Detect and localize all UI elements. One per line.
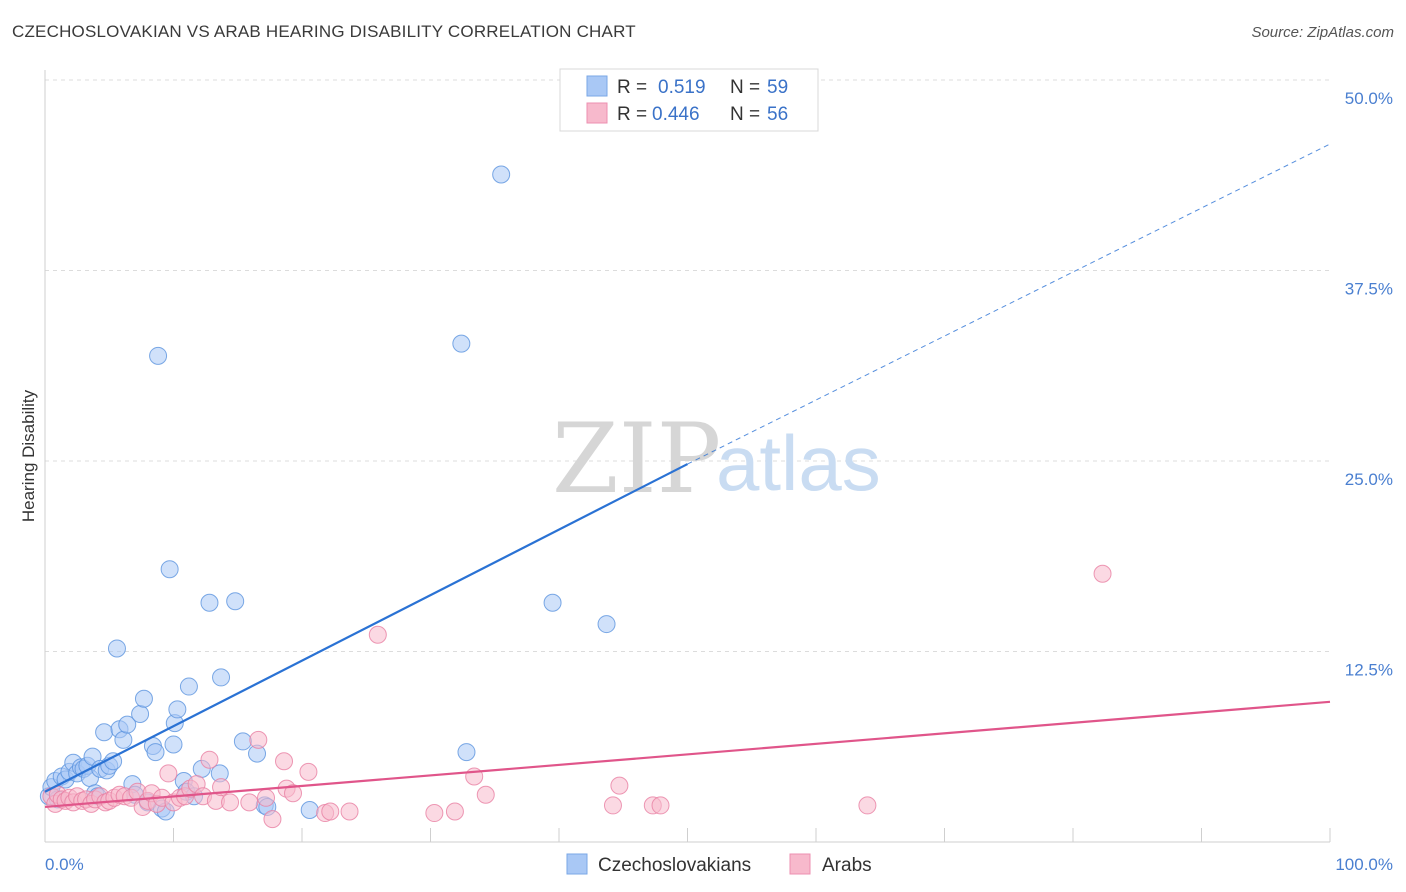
legend-n-value-1: 59 xyxy=(767,77,788,98)
arab-point xyxy=(240,793,259,812)
axes xyxy=(44,70,1331,843)
arab-point xyxy=(603,796,622,815)
legend-r-value-2: 0.446 xyxy=(652,104,700,125)
czechoslovakian-point xyxy=(200,593,219,612)
arab-point xyxy=(476,785,495,804)
x-tick-labels: 0.0% 100.0% xyxy=(45,855,1393,874)
arab-point xyxy=(610,776,629,795)
arab-point xyxy=(368,625,387,644)
arab-point xyxy=(200,750,219,769)
czechoslovakian-point xyxy=(95,723,114,742)
y-axis-label: Hearing Disability xyxy=(19,389,38,522)
watermark-atlas: atlas xyxy=(716,419,881,507)
arab-point xyxy=(321,802,340,821)
trend-lines xyxy=(44,143,1331,809)
source-label: Source: ZipAtlas.com xyxy=(1251,24,1394,41)
arab-point xyxy=(445,802,464,821)
czechoslovakian-trend-extension xyxy=(687,143,1331,465)
watermark: ZIP atlas xyxy=(552,403,881,515)
y-tick-label: 37.5% xyxy=(1345,280,1393,299)
arab-point xyxy=(263,810,282,829)
legend-swatch-czechoslovakians xyxy=(586,75,608,97)
x-tick-label: 100.0% xyxy=(1335,855,1393,874)
arab-point xyxy=(299,762,318,781)
arab-point xyxy=(221,793,240,812)
bottom-legend-swatch-arabs xyxy=(789,853,811,875)
czechoslovakian-point xyxy=(212,668,231,687)
y-tick-labels: 12.5% 25.0% 37.5% 50.0% xyxy=(1345,89,1393,680)
arab-point xyxy=(1093,564,1112,583)
series-legend: Czechoslovakians Arabs xyxy=(566,853,872,876)
czechoslovakian-point xyxy=(160,560,179,579)
czechoslovakian-point xyxy=(543,593,562,612)
czechoslovakian-point xyxy=(146,743,165,762)
czechoslovakian-point xyxy=(168,700,187,719)
czechoslovakian-point xyxy=(118,715,137,734)
bottom-legend-label-czechoslovakians: Czechoslovakians xyxy=(598,855,751,876)
czechoslovakian-point xyxy=(457,743,476,762)
legend-r-label-2: R = xyxy=(617,104,647,125)
legend-swatch-arabs xyxy=(586,102,608,124)
arab-point xyxy=(249,730,268,749)
arab-point xyxy=(858,796,877,815)
legend-r-value-1: 0.519 xyxy=(658,77,706,98)
x-tick-label: 0.0% xyxy=(45,855,84,874)
czechoslovakian-point xyxy=(114,730,133,749)
correlation-legend: R = 0.519 N = 59 R = 0.446 N = 56 xyxy=(559,68,819,132)
bottom-legend-label-arabs: Arabs xyxy=(822,855,872,876)
y-tick-label: 25.0% xyxy=(1345,470,1393,489)
legend-r-label-1: R = xyxy=(617,77,647,98)
arab-point xyxy=(257,788,276,807)
czechoslovakian-point xyxy=(164,735,183,754)
legend-n-value-2: 56 xyxy=(767,104,788,125)
grid-lines xyxy=(45,79,1330,652)
czechoslovakian-point xyxy=(131,704,150,723)
bottom-legend-swatch-czechoslovakians xyxy=(566,853,588,875)
arab-point xyxy=(159,764,178,783)
arab-point xyxy=(651,796,670,815)
czechoslovakian-point xyxy=(149,346,168,365)
watermark-zip: ZIP xyxy=(552,403,721,515)
y-tick-label: 12.5% xyxy=(1345,661,1393,680)
arab-trend-line xyxy=(44,700,1331,809)
czechoslovakian-trend-line xyxy=(44,463,688,793)
y-tick-label: 50.0% xyxy=(1345,89,1393,108)
chart-title: CZECHOSLOVAKIAN VS ARAB HEARING DISABILI… xyxy=(12,22,636,41)
czechoslovakian-point xyxy=(107,639,126,658)
czechoslovakian-point xyxy=(226,592,245,611)
czechoslovakian-point xyxy=(179,677,198,696)
arab-point xyxy=(425,804,444,823)
czechoslovakian-point xyxy=(300,800,319,819)
arab-point xyxy=(275,752,294,771)
czechoslovakian-point xyxy=(597,615,616,634)
arab-point xyxy=(340,802,359,821)
czechoslovakian-point xyxy=(452,334,471,353)
arab-point xyxy=(284,784,303,803)
legend-n-label-1: N = xyxy=(730,77,760,98)
czechoslovakian-point xyxy=(233,732,252,751)
czechoslovakian-point xyxy=(134,689,153,708)
legend-n-label-2: N = xyxy=(730,104,760,125)
czechoslovakian-point xyxy=(492,165,511,184)
